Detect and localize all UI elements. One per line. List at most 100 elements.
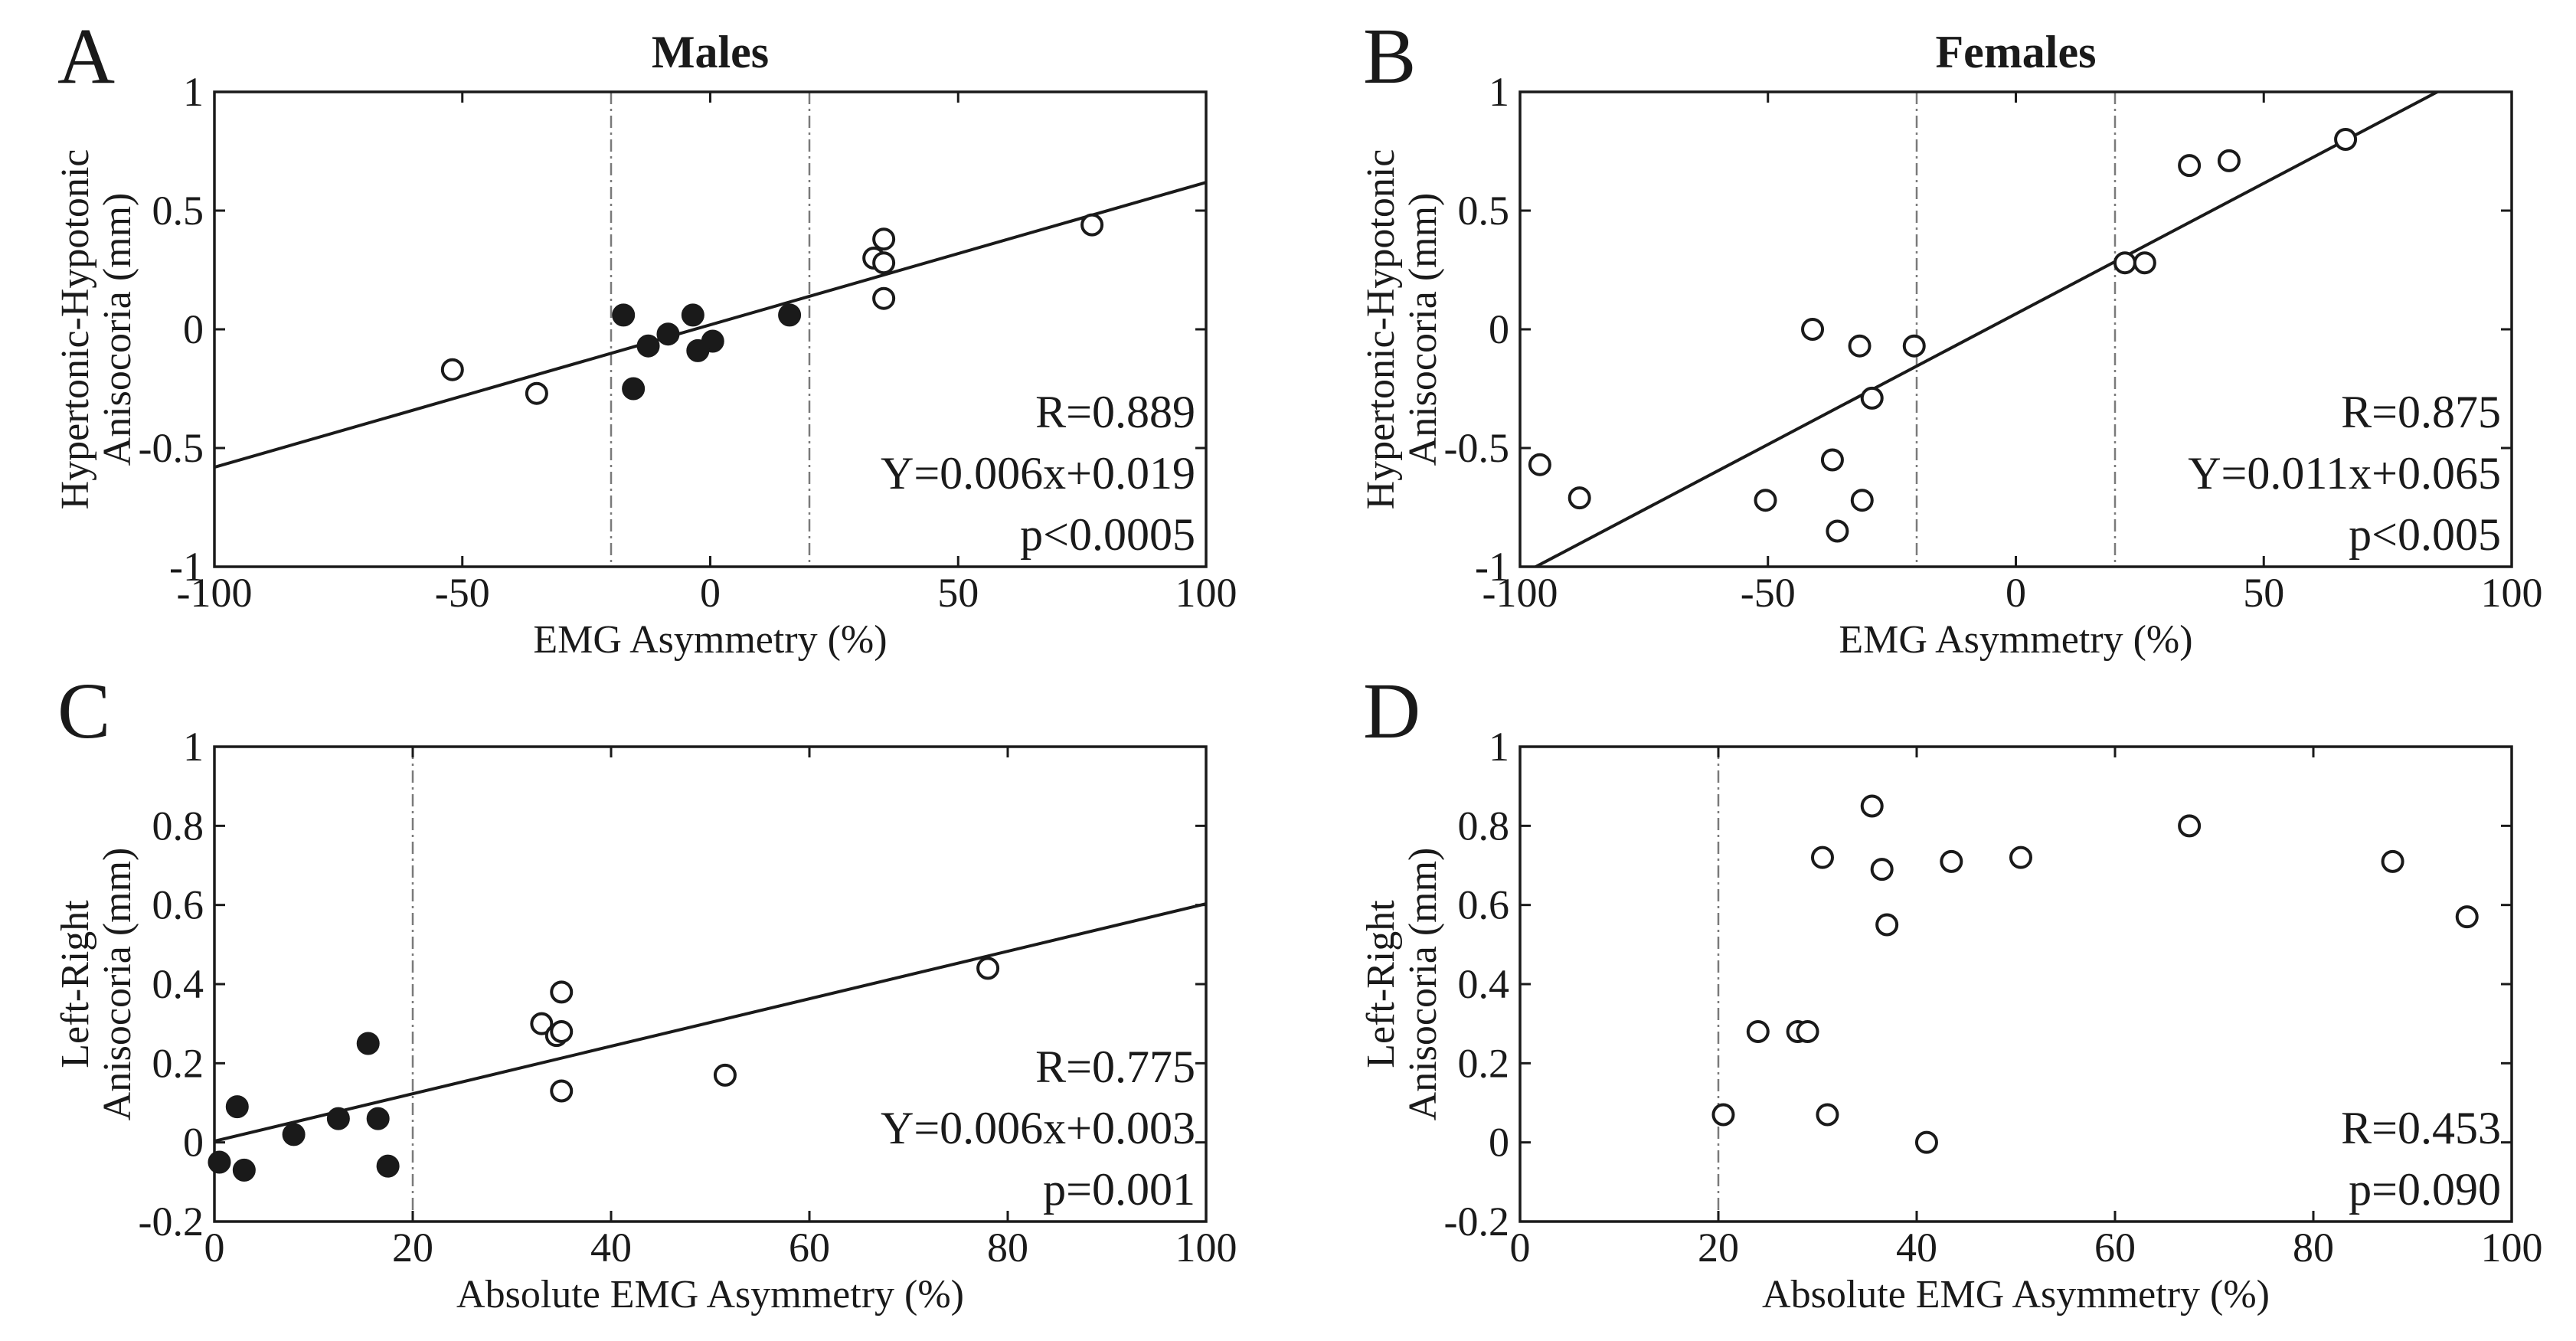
y-axis-label-line: Anisocoria (mm)	[96, 848, 139, 1121]
y-axis-label-line: Anisocoria (mm)	[96, 193, 139, 466]
data-point-open	[2133, 251, 2156, 275]
panel-d: 0 20 40 60 80 100-0.200.20.40.60.81DAbsolute …	[1359, 667, 2543, 1316]
data-point-filled	[225, 1095, 249, 1119]
y-tick-label: 0.6	[1458, 882, 1510, 928]
data-point-open	[525, 381, 548, 405]
y-tick-label: 0	[1489, 306, 1509, 352]
x-tick-label: 100	[2481, 570, 2543, 616]
x-tick-label: -100	[1483, 570, 1558, 616]
panel-letter: A	[57, 12, 115, 100]
stat-annotation: p=0.090	[2349, 1164, 2501, 1215]
y-tick-label: 1	[183, 69, 204, 115]
x-tick-label: 40	[1896, 1225, 1937, 1271]
data-point-filled	[778, 303, 802, 327]
data-point-open	[872, 286, 896, 310]
stat-annotation: Y=0.006x+0.019	[881, 448, 1195, 499]
panel-letter: D	[1363, 667, 1420, 755]
y-tick-label: 0.6	[152, 882, 204, 928]
data-point-filled	[701, 329, 724, 353]
x-axis-label: EMG Asymmetry (%)	[1839, 618, 2192, 662]
y-tick-label: 0	[183, 1120, 204, 1166]
y-tick-label: 1	[1489, 69, 1509, 115]
data-point-filled	[622, 377, 646, 401]
stat-annotation: p=0.001	[1043, 1164, 1195, 1215]
data-point-open	[2009, 845, 2032, 869]
data-point-open	[2381, 849, 2404, 873]
y-tick-label: 0.5	[1458, 188, 1510, 234]
data-point-open	[1810, 845, 1834, 869]
data-point-filled	[636, 334, 660, 358]
x-tick-label: 40	[590, 1225, 632, 1271]
data-point-open	[1940, 849, 1963, 873]
data-point-filled	[366, 1107, 390, 1130]
x-tick-label: 0	[2006, 570, 2026, 616]
y-tick-label: -0.2	[139, 1199, 204, 1245]
y-tick-label: 0.8	[152, 803, 204, 849]
data-point-filled	[208, 1150, 231, 1174]
stat-annotation: R=0.775	[1035, 1042, 1195, 1092]
data-point-open	[1826, 519, 1849, 543]
y-tick-label: 0.4	[152, 961, 204, 1007]
data-point-filled	[282, 1123, 306, 1146]
y-tick-label: -0.5	[1444, 425, 1509, 471]
y-axis-label-line: Left-Right	[1359, 900, 1403, 1068]
data-point-filled	[232, 1158, 256, 1182]
x-tick-label: 60	[2094, 1225, 2136, 1271]
x-tick-label: 20	[392, 1225, 433, 1271]
x-tick-label: 0	[204, 1225, 225, 1271]
data-point-open	[2455, 905, 2479, 929]
data-point-open	[440, 358, 464, 381]
data-point-filled	[326, 1107, 350, 1130]
data-point-open	[550, 980, 574, 1004]
x-tick-label: 100	[1175, 570, 1237, 616]
data-point-open	[713, 1063, 737, 1087]
data-point-open	[1820, 448, 1844, 472]
data-point-open	[1080, 213, 1104, 237]
stat-annotation: p<0.005	[2349, 509, 2501, 560]
stat-annotation: p<0.0005	[1020, 509, 1195, 560]
panel-b: -100 -50 0 50 100 -1 -0.5 0 0.5 1 B Females EMG Asym…	[1359, 12, 2543, 662]
x-tick-label: 100	[2481, 1225, 2543, 1271]
x-tick-label: 50	[2243, 570, 2284, 616]
panel-letter: C	[57, 667, 110, 755]
data-point-open	[2113, 251, 2136, 275]
y-tick-label: -1	[1475, 544, 1509, 590]
data-point-open	[1914, 1130, 1938, 1154]
x-tick-label: 50	[937, 570, 979, 616]
data-point-open	[1796, 1020, 1819, 1043]
data-point-open	[2178, 154, 2202, 178]
x-tick-label: 80	[987, 1225, 1028, 1271]
data-point-open	[1902, 334, 1926, 358]
data-point-open	[2217, 149, 2241, 172]
stat-annotation: R=0.889	[1035, 387, 1195, 437]
data-point-open	[2178, 814, 2202, 838]
data-point-open	[976, 957, 1000, 980]
y-axis-label-line: Anisocoria (mm)	[1401, 848, 1445, 1121]
data-point-filled	[681, 303, 704, 327]
data-point-open	[872, 251, 896, 275]
regression-line	[214, 181, 1206, 469]
data-point-open	[530, 1012, 554, 1035]
data-point-open	[1528, 453, 1551, 476]
y-tick-label: 0.4	[1458, 961, 1510, 1007]
data-point-open	[1870, 858, 1894, 881]
data-point-open	[1801, 318, 1825, 341]
y-tick-label: 0.2	[1458, 1040, 1510, 1086]
y-tick-label: 1	[183, 724, 204, 770]
data-point-open	[872, 227, 896, 251]
data-point-open	[1816, 1103, 1839, 1127]
y-axis-label-line: Hypertonic-Hypotonic	[54, 149, 97, 510]
data-point-open	[1850, 489, 1874, 512]
panel-letter: B	[1363, 12, 1416, 100]
x-tick-label: 80	[2293, 1225, 2334, 1271]
x-tick-label: 0	[700, 570, 721, 616]
data-point-open	[550, 1079, 574, 1103]
panel-title: Males	[652, 27, 769, 77]
data-point-open	[1860, 794, 1884, 818]
panel-a: -100 -50 0 50 100 -1 -0.5 0 0.5 1 A Males EMG Asymme…	[54, 12, 1237, 662]
x-axis-label: EMG Asymmetry (%)	[533, 618, 887, 662]
data-point-open	[1568, 486, 1591, 510]
y-tick-label: -0.5	[139, 425, 204, 471]
data-point-open	[1754, 489, 1777, 512]
